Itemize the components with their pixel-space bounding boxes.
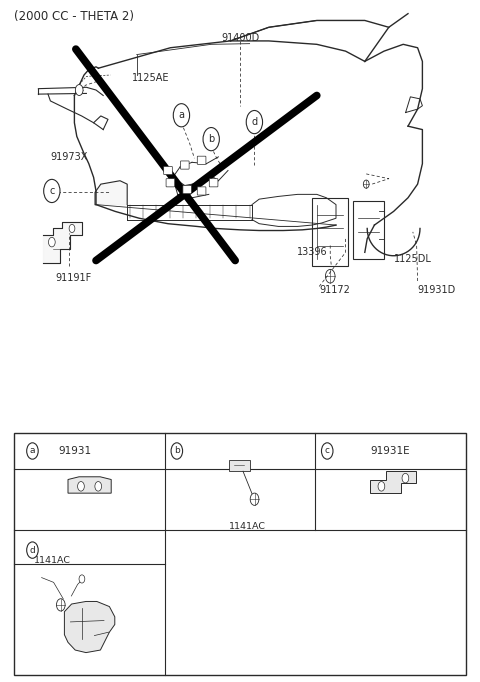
- Circle shape: [322, 443, 333, 459]
- Text: b: b: [208, 134, 215, 144]
- Circle shape: [27, 443, 38, 459]
- Circle shape: [171, 443, 182, 459]
- Polygon shape: [68, 477, 111, 493]
- Text: 1125DL: 1125DL: [394, 254, 432, 264]
- Text: d: d: [252, 117, 257, 127]
- Polygon shape: [228, 460, 250, 471]
- FancyBboxPatch shape: [197, 156, 206, 164]
- Text: 1141AC: 1141AC: [229, 522, 266, 531]
- FancyBboxPatch shape: [312, 198, 348, 266]
- Circle shape: [173, 104, 190, 127]
- Text: c: c: [49, 186, 55, 196]
- Circle shape: [79, 575, 85, 583]
- Circle shape: [325, 269, 335, 283]
- Text: 1141AC: 1141AC: [35, 556, 72, 565]
- Circle shape: [402, 473, 409, 483]
- Text: 91191F: 91191F: [55, 273, 92, 282]
- FancyBboxPatch shape: [197, 187, 206, 195]
- Polygon shape: [95, 181, 127, 205]
- Circle shape: [378, 481, 385, 491]
- Text: a: a: [179, 110, 184, 120]
- FancyBboxPatch shape: [209, 179, 218, 187]
- FancyBboxPatch shape: [183, 186, 192, 194]
- Circle shape: [75, 85, 83, 95]
- Circle shape: [78, 481, 84, 491]
- Text: a: a: [30, 447, 35, 456]
- Text: b: b: [174, 447, 180, 456]
- Text: 91931E: 91931E: [371, 446, 410, 456]
- Polygon shape: [64, 602, 115, 653]
- Circle shape: [27, 542, 38, 559]
- FancyBboxPatch shape: [353, 201, 384, 259]
- Polygon shape: [371, 471, 417, 493]
- FancyBboxPatch shape: [166, 179, 175, 187]
- Circle shape: [44, 179, 60, 203]
- Circle shape: [203, 128, 219, 151]
- FancyBboxPatch shape: [164, 166, 172, 175]
- Text: 91973X: 91973X: [50, 152, 88, 162]
- Circle shape: [363, 180, 369, 188]
- FancyBboxPatch shape: [180, 161, 189, 169]
- Text: 13396: 13396: [297, 248, 327, 257]
- Circle shape: [48, 237, 55, 247]
- Circle shape: [250, 493, 259, 505]
- Text: 91400D: 91400D: [221, 33, 259, 42]
- Circle shape: [57, 599, 65, 611]
- Text: 91172: 91172: [319, 285, 350, 295]
- Text: d: d: [30, 546, 36, 554]
- Polygon shape: [43, 222, 82, 263]
- Text: 1125AE: 1125AE: [132, 74, 169, 83]
- Circle shape: [95, 481, 102, 491]
- Text: 91931D: 91931D: [418, 285, 456, 295]
- Circle shape: [246, 110, 263, 134]
- Text: 91931: 91931: [58, 446, 91, 456]
- Text: (2000 CC - THETA 2): (2000 CC - THETA 2): [14, 10, 134, 23]
- FancyBboxPatch shape: [14, 433, 466, 675]
- Text: c: c: [325, 447, 330, 456]
- Circle shape: [69, 224, 75, 233]
